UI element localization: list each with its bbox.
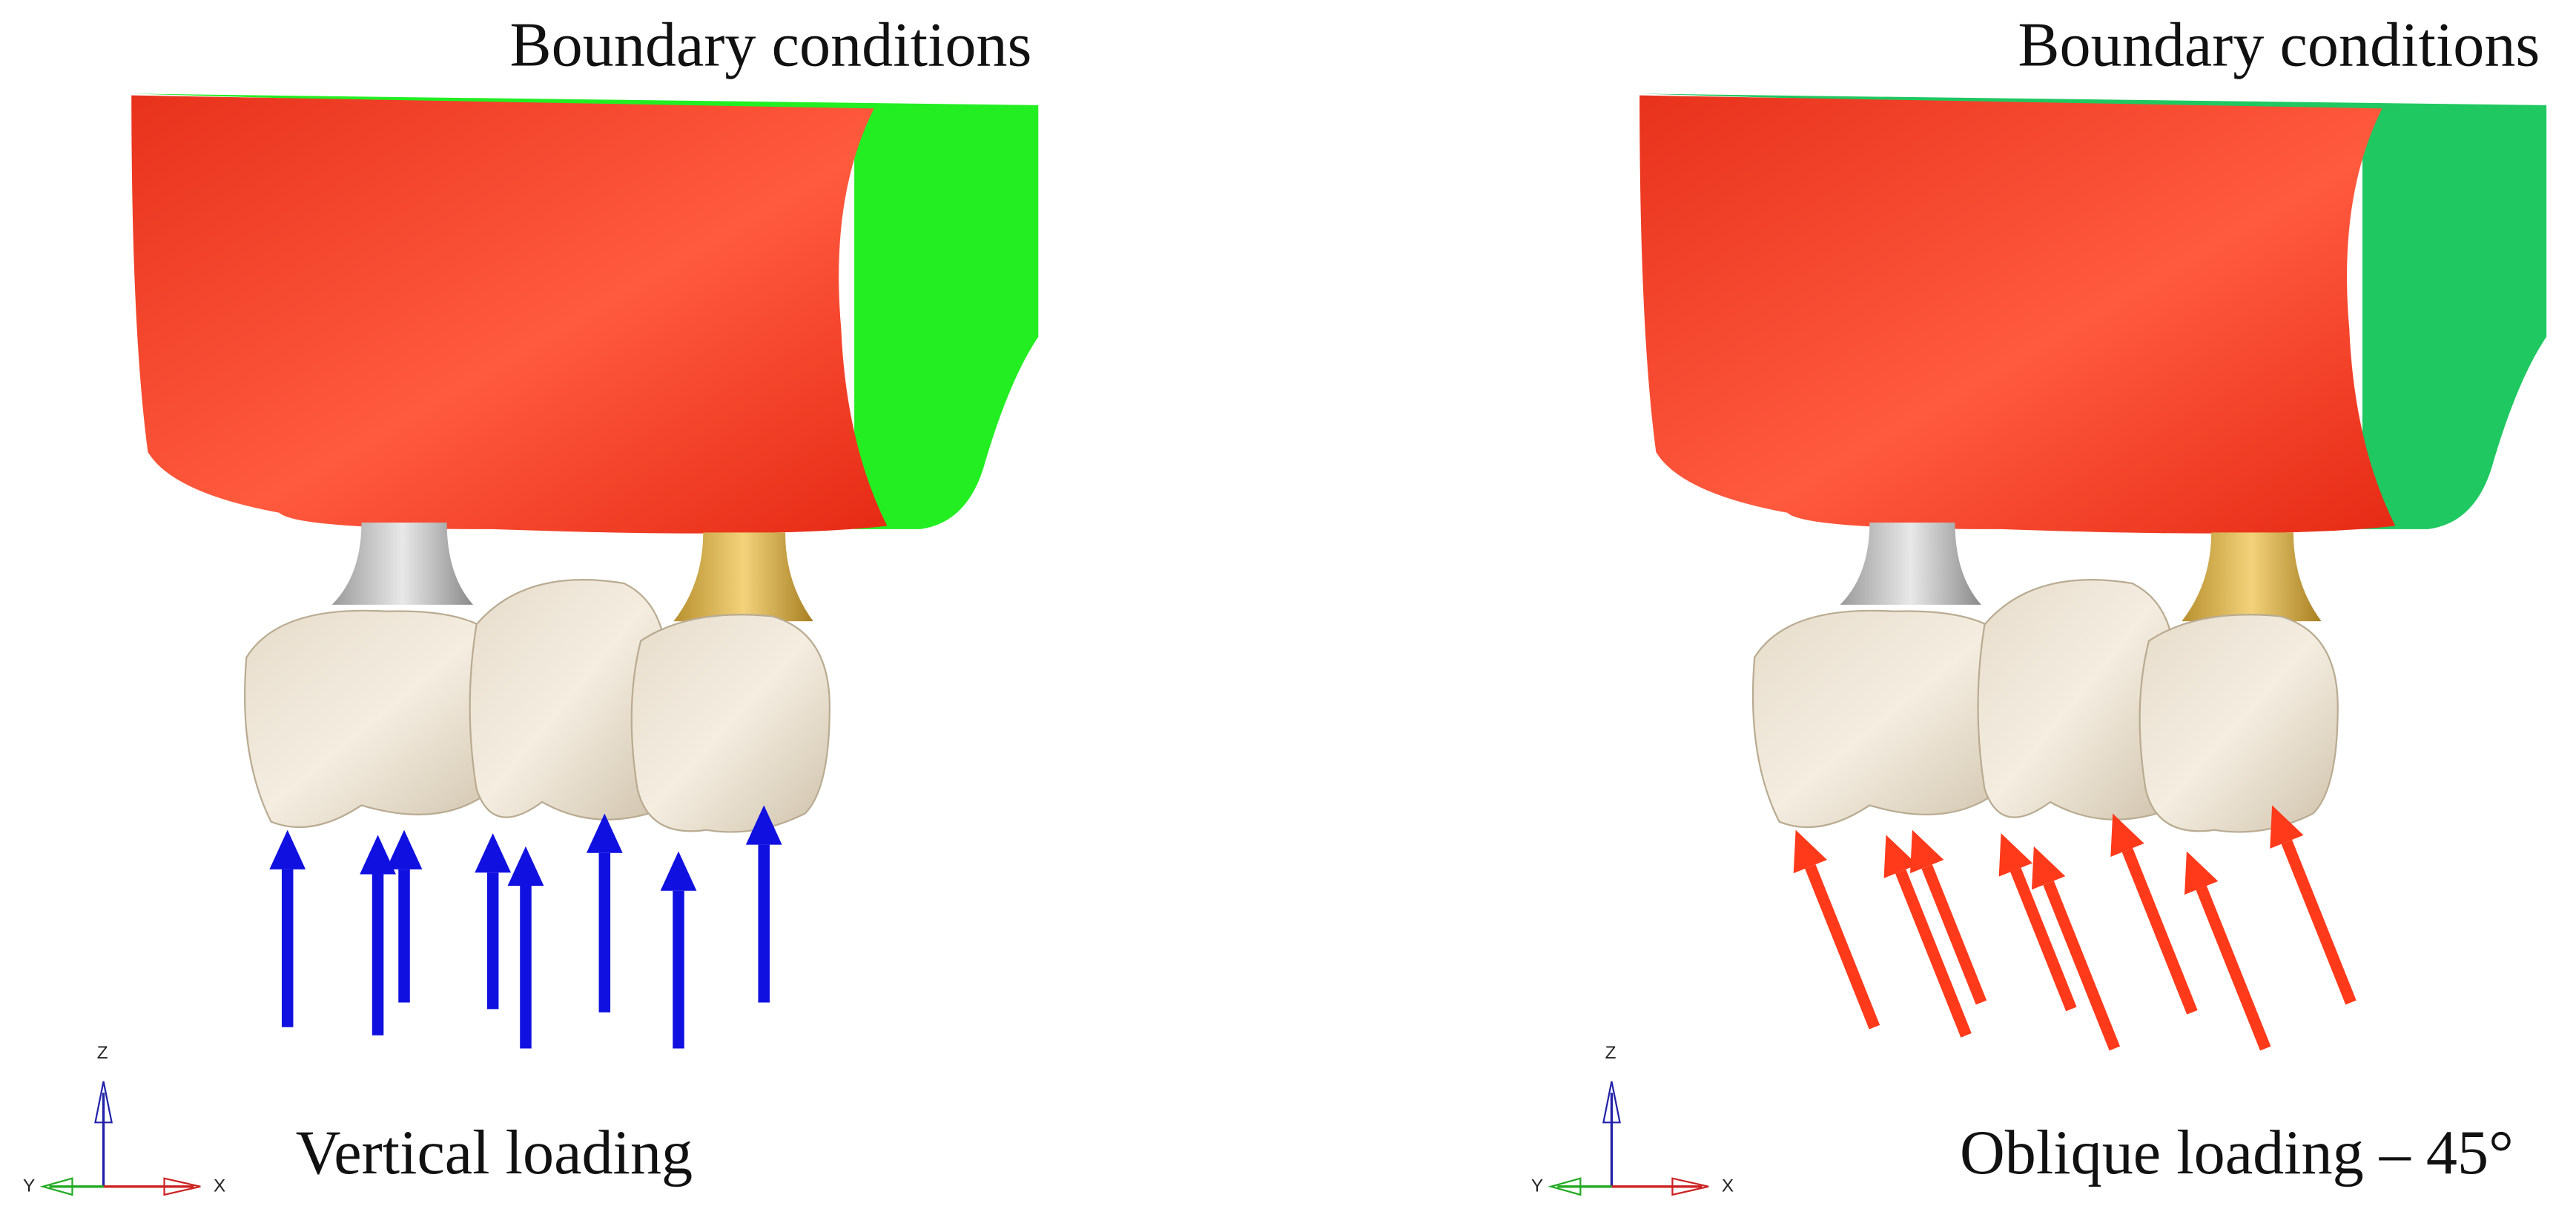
crown [2139,614,2339,833]
load-arrow [2281,839,2357,1005]
axis-label: X [214,1176,225,1196]
load-arrow [2043,881,2121,1051]
axis-x-head [1671,1177,1709,1196]
crown [244,609,510,829]
abutment [673,532,813,622]
arrow-head [360,835,396,875]
axis-x-head [163,1177,201,1196]
panel-caption: Vertical loading [296,1119,693,1187]
load-arrow [1895,869,1972,1038]
arrow-head [2110,813,2144,857]
arrow-head [2184,851,2219,895]
boundary-block [131,93,1039,529]
arrow-head [386,829,423,869]
load-arrow [1921,864,1987,1005]
arrow-head [269,829,306,869]
abutment [1840,523,1981,605]
arrow-head [2270,805,2304,849]
arrow-head [745,805,782,845]
axis-z-head [94,1081,113,1124]
load-arrow [1805,864,1880,1030]
axis-label: Z [1605,1043,1616,1063]
arrow-head [660,851,697,891]
crown [469,579,667,821]
axis-label: Z [97,1043,108,1063]
crown [630,614,830,833]
bone-block [131,95,888,534]
arrow-head [1998,833,2032,877]
load-arrow [2196,886,2271,1051]
arrow-head [475,833,512,873]
boundary-block [1639,93,2547,529]
crown [1751,609,2018,829]
panel-caption: Oblique loading – 45° [1960,1119,2514,1187]
panel: Z Y X Boundary conditions Vertical loading [23,11,1039,1196]
abutment [2182,532,2322,622]
arrow-head [1793,829,1827,874]
panel: Z Y X Boundary conditions Oblique loading – … [1531,11,2547,1196]
abutment [331,523,474,605]
arrow-head [1883,835,1918,878]
axis-label: Y [23,1176,35,1196]
arrow-head [507,846,544,887]
axis-y-head [1548,1177,1582,1196]
axis-y-head [39,1177,73,1196]
axis-label: X [1722,1176,1734,1196]
arrow-head [1910,829,1944,874]
arrow-head [586,813,623,853]
bone-block [1639,95,2396,534]
panel-title: Boundary conditions [2018,11,2540,80]
axis-label: Y [1531,1176,1543,1196]
panel-title: Boundary conditions [510,11,1032,80]
arrow-head [2031,846,2066,890]
axis-z-head [1602,1081,1621,1124]
load-arrow [2121,848,2198,1015]
load-arrow [2010,867,2077,1012]
